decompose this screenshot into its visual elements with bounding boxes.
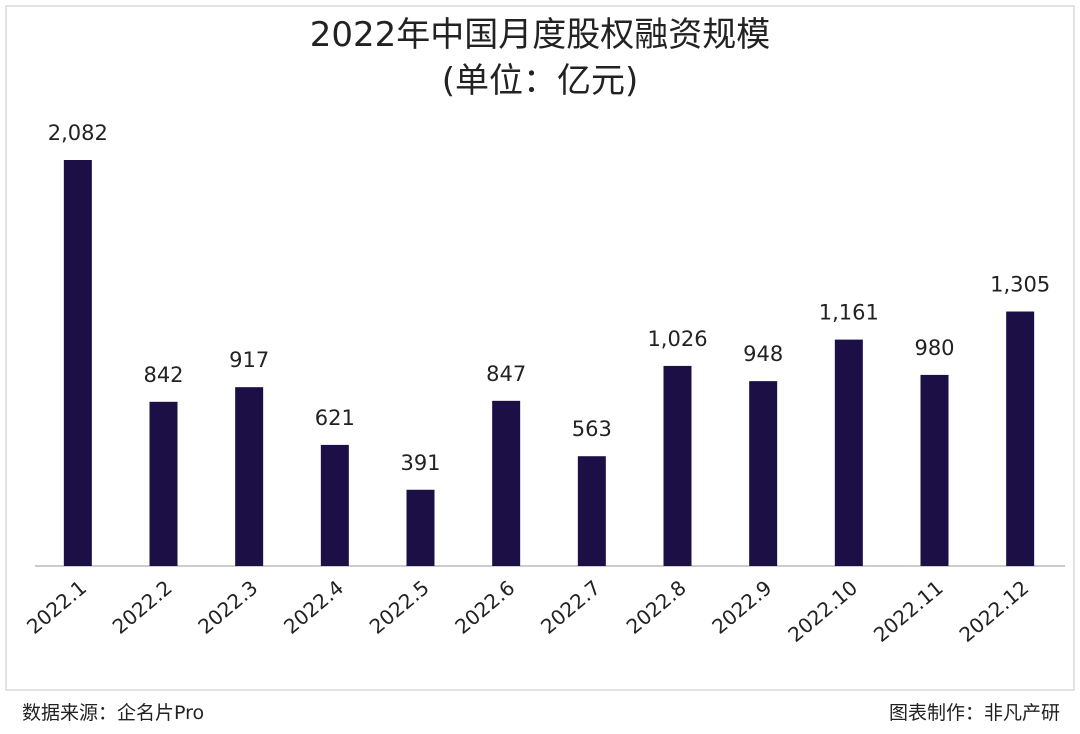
x-tick-label: 2022.5 [365,575,434,638]
value-label: 980 [914,336,954,360]
chart-subtitle: (单位：亿元) [442,61,639,101]
value-label: 1,305 [990,273,1050,297]
value-label: 847 [486,362,526,386]
chart-title: 2022年中国月度股权融资规模 [310,15,771,55]
x-tick-label: 2022.10 [783,575,862,647]
value-label: 621 [315,406,355,430]
bar [920,374,949,566]
bar [749,381,778,566]
bar [834,339,863,566]
credit-note: 图表制作：非凡产研 [889,702,1060,724]
x-tick-label: 2022.1 [22,575,91,638]
bar [235,387,264,566]
x-tick-label: 2022.3 [193,575,262,638]
x-tick-label: 2022.7 [536,575,605,638]
bar [577,456,606,566]
x-tick-label: 2022.6 [450,575,519,638]
bar [663,365,692,566]
x-tick-label: 2022.11 [869,575,948,647]
bar [149,401,178,566]
bar [1006,311,1035,566]
x-tick-label: 2022.12 [955,575,1034,647]
bar [63,160,92,566]
value-label: 842 [143,363,183,387]
value-label: 948 [743,342,783,366]
bar [406,489,435,566]
value-label: 917 [229,348,269,372]
value-label: 1,161 [819,301,879,325]
value-label: 391 [400,451,440,475]
value-label: 2,082 [48,121,108,145]
x-tick-label: 2022.9 [707,575,776,638]
value-label: 563 [572,417,612,441]
bar [320,444,349,566]
chart-frame [5,5,1075,691]
x-tick-label: 2022.8 [622,575,691,638]
x-tick-label: 2022.2 [108,575,177,638]
x-tick-label: 2022.4 [279,575,348,638]
value-label: 1,026 [647,327,707,351]
bar [492,400,521,566]
source-note: 数据来源：企名片Pro [22,702,204,724]
